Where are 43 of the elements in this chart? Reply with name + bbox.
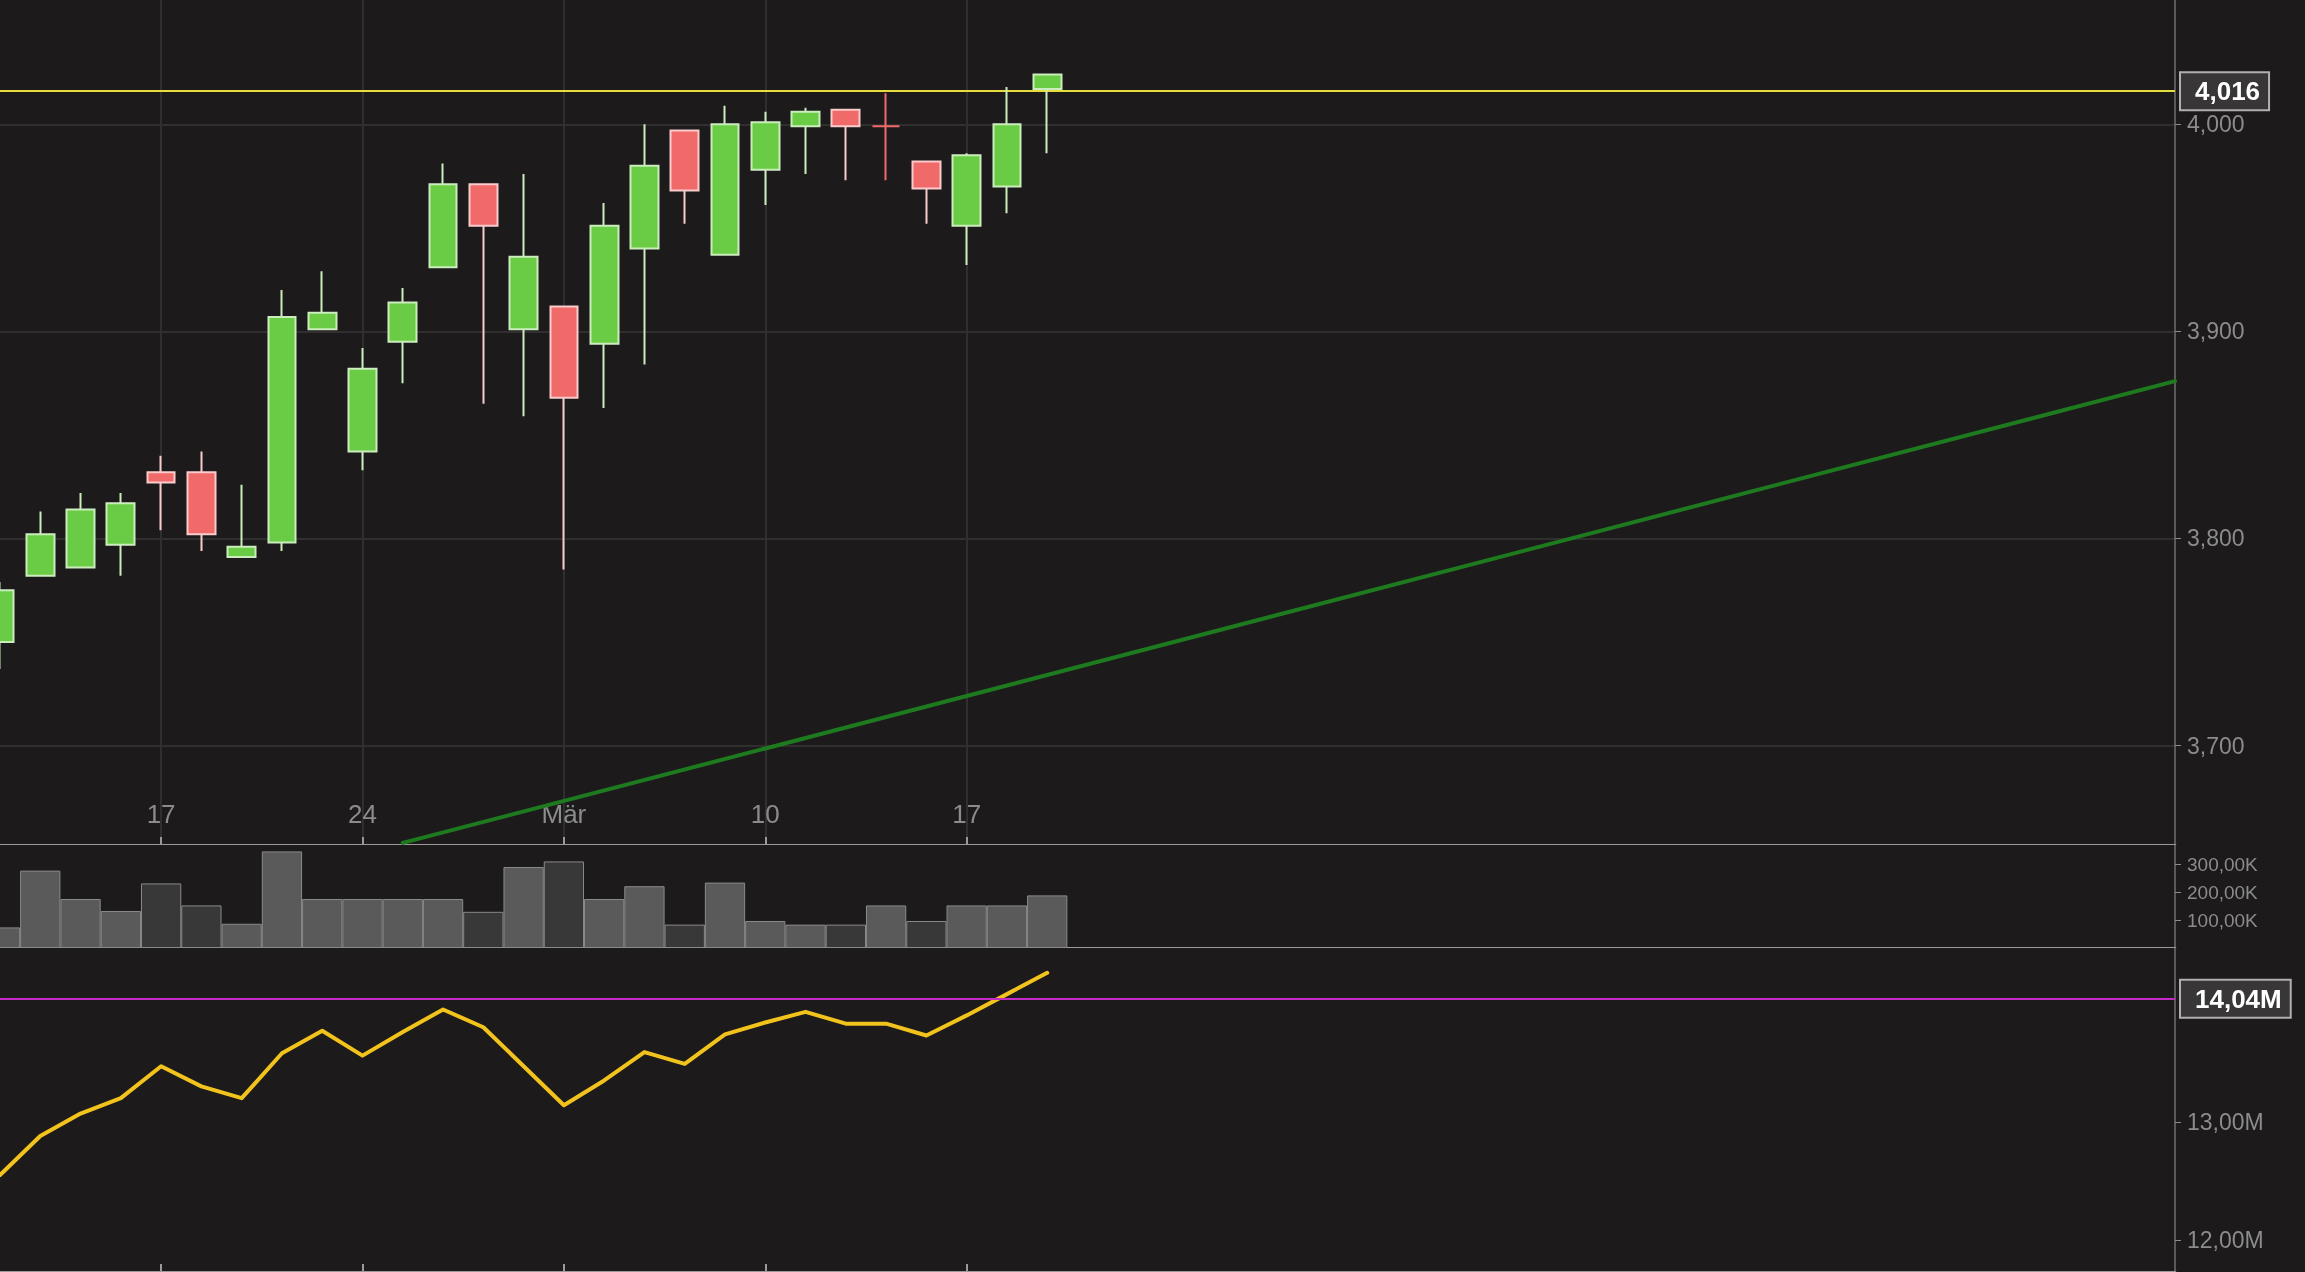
- candlestick: [629, 123, 660, 366]
- y-tick-label: 3,800: [2187, 525, 2245, 552]
- candlestick: [1032, 73, 1063, 155]
- x-tick-label: Mär: [541, 799, 587, 829]
- candlestick: [65, 491, 96, 569]
- candlestick: [871, 92, 901, 182]
- candlestick: [105, 491, 136, 577]
- candlestick: [468, 183, 499, 405]
- candlestick: [951, 152, 982, 267]
- candlestick: [146, 454, 176, 532]
- candlestick: [25, 510, 56, 577]
- candlestick: [549, 305, 579, 571]
- y-tick-label: 12,00M: [2187, 1227, 2264, 1254]
- x-tick-label: 24: [348, 799, 377, 829]
- candlestick: [589, 201, 620, 409]
- candlestick: [226, 483, 257, 559]
- y-tick-label: 3,700: [2187, 732, 2245, 759]
- y-tick-label: 13,00M: [2187, 1108, 2264, 1135]
- candlestick: [790, 106, 821, 175]
- ref-line-label: 14,04M: [2195, 983, 2282, 1014]
- x-tick-label: 17: [146, 799, 176, 829]
- candlestick: [508, 172, 539, 418]
- y-tick-label: 200,00K: [2187, 881, 2259, 903]
- ref-line-label: 4,016: [2195, 76, 2261, 107]
- candlestick: [387, 286, 418, 385]
- candlestick: [428, 162, 458, 269]
- x-tick-label: 10: [750, 799, 780, 829]
- y-tick-label: 300,00K: [2187, 853, 2259, 875]
- candlestick: [992, 85, 1022, 215]
- candlestick: [750, 110, 781, 207]
- candlestick: [830, 108, 861, 182]
- x-tick-label: 17: [952, 799, 982, 829]
- y-tick-label: 3,900: [2187, 318, 2245, 345]
- candlestick: [911, 160, 942, 225]
- candlestick: [186, 450, 217, 552]
- y-tick-label: 100,00K: [2187, 909, 2259, 931]
- y-tick-label: 4,000: [2187, 111, 2245, 138]
- candlestick: [307, 270, 338, 331]
- line-series: [0, 970, 1050, 1178]
- candlestick: [710, 104, 740, 256]
- candlestick: [267, 288, 297, 552]
- candlestick: [347, 346, 378, 472]
- candlestick: [669, 129, 700, 225]
